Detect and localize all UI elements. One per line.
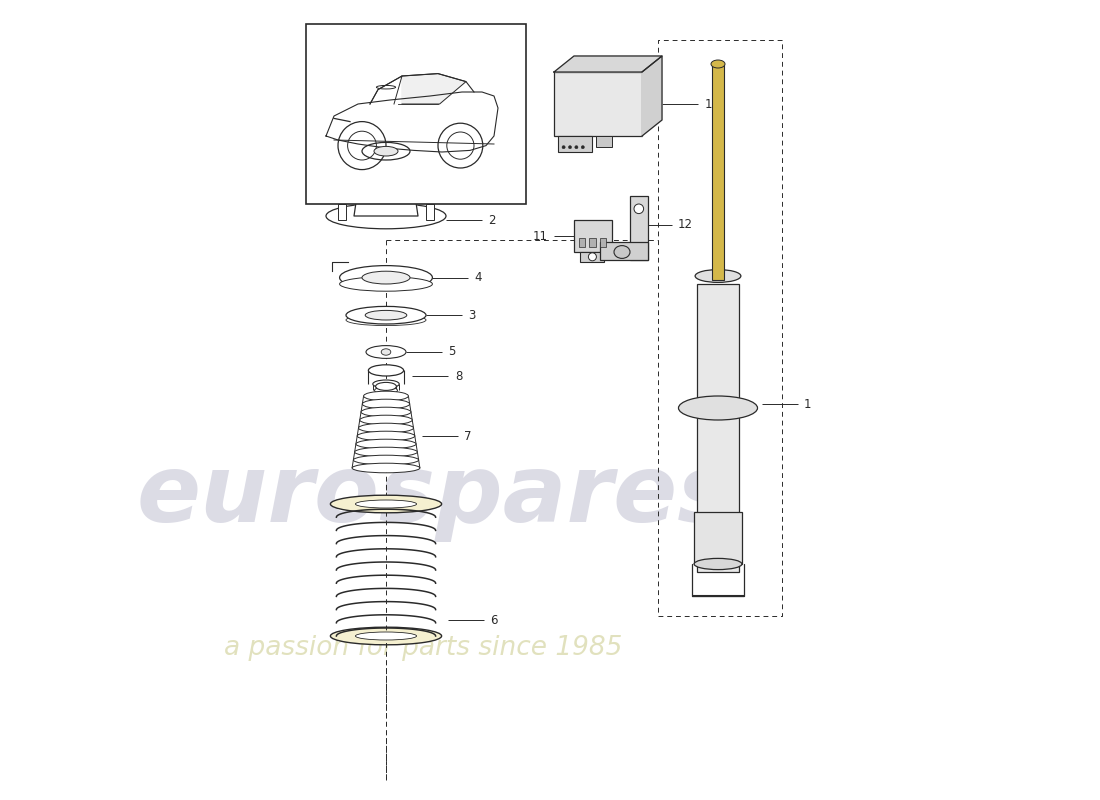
Ellipse shape bbox=[376, 130, 396, 134]
Ellipse shape bbox=[330, 627, 441, 645]
Ellipse shape bbox=[375, 382, 396, 390]
Ellipse shape bbox=[355, 134, 417, 150]
Circle shape bbox=[588, 253, 596, 261]
Text: 8: 8 bbox=[454, 370, 462, 382]
Polygon shape bbox=[554, 56, 662, 72]
Text: 4: 4 bbox=[475, 271, 482, 284]
Ellipse shape bbox=[364, 391, 408, 401]
Ellipse shape bbox=[679, 396, 758, 420]
Bar bbox=[630, 196, 648, 260]
Bar bbox=[554, 72, 642, 136]
Ellipse shape bbox=[368, 365, 404, 376]
Text: 7: 7 bbox=[464, 430, 472, 442]
Bar bbox=[558, 136, 592, 152]
Bar bbox=[574, 220, 613, 252]
Polygon shape bbox=[402, 74, 466, 104]
Text: 10: 10 bbox=[704, 98, 719, 110]
Text: 1: 1 bbox=[804, 398, 812, 410]
Ellipse shape bbox=[362, 142, 410, 160]
Ellipse shape bbox=[375, 386, 397, 394]
Ellipse shape bbox=[360, 415, 412, 425]
Ellipse shape bbox=[614, 246, 630, 258]
Ellipse shape bbox=[355, 632, 417, 640]
Ellipse shape bbox=[355, 124, 417, 140]
Bar bbox=[697, 284, 739, 572]
Bar bbox=[338, 204, 346, 220]
Circle shape bbox=[581, 146, 584, 149]
Circle shape bbox=[569, 146, 572, 149]
Text: a passion for parts since 1985: a passion for parts since 1985 bbox=[224, 635, 623, 661]
Ellipse shape bbox=[359, 423, 414, 433]
Bar bbox=[590, 238, 595, 247]
Ellipse shape bbox=[354, 447, 417, 457]
Ellipse shape bbox=[374, 146, 398, 156]
Bar bbox=[600, 242, 648, 260]
Bar bbox=[579, 238, 585, 247]
Ellipse shape bbox=[346, 314, 426, 326]
Text: 5: 5 bbox=[449, 346, 455, 358]
Ellipse shape bbox=[355, 500, 417, 508]
Polygon shape bbox=[354, 151, 418, 216]
Ellipse shape bbox=[356, 439, 416, 449]
Bar bbox=[306, 24, 526, 204]
Ellipse shape bbox=[346, 306, 426, 324]
Ellipse shape bbox=[358, 431, 415, 441]
Ellipse shape bbox=[362, 399, 409, 409]
Ellipse shape bbox=[352, 463, 420, 473]
Bar bbox=[694, 512, 741, 564]
Bar bbox=[600, 238, 606, 247]
Ellipse shape bbox=[711, 60, 725, 68]
Bar bbox=[713, 64, 724, 280]
Ellipse shape bbox=[326, 203, 446, 229]
Text: 6: 6 bbox=[490, 614, 497, 626]
Ellipse shape bbox=[340, 277, 432, 291]
Ellipse shape bbox=[695, 270, 741, 282]
Ellipse shape bbox=[340, 266, 432, 290]
Text: 11: 11 bbox=[532, 230, 548, 242]
Ellipse shape bbox=[361, 407, 411, 417]
Circle shape bbox=[575, 146, 578, 149]
Bar bbox=[595, 136, 612, 147]
Text: 2: 2 bbox=[488, 214, 496, 226]
Text: 9: 9 bbox=[444, 90, 452, 102]
Bar bbox=[581, 252, 604, 262]
Ellipse shape bbox=[382, 349, 390, 355]
Polygon shape bbox=[642, 56, 662, 136]
Ellipse shape bbox=[376, 86, 396, 89]
Text: 3: 3 bbox=[469, 309, 476, 322]
Ellipse shape bbox=[330, 495, 441, 513]
Circle shape bbox=[562, 146, 565, 149]
Circle shape bbox=[634, 204, 643, 214]
Ellipse shape bbox=[365, 310, 407, 320]
Text: eurospares: eurospares bbox=[136, 450, 734, 542]
Ellipse shape bbox=[373, 380, 399, 388]
Ellipse shape bbox=[694, 558, 741, 570]
Bar bbox=[426, 204, 434, 220]
Ellipse shape bbox=[353, 455, 419, 465]
Ellipse shape bbox=[366, 346, 406, 358]
Text: 12: 12 bbox=[678, 218, 693, 231]
Polygon shape bbox=[370, 87, 402, 102]
Text: 5: 5 bbox=[459, 126, 466, 138]
Ellipse shape bbox=[362, 271, 410, 284]
